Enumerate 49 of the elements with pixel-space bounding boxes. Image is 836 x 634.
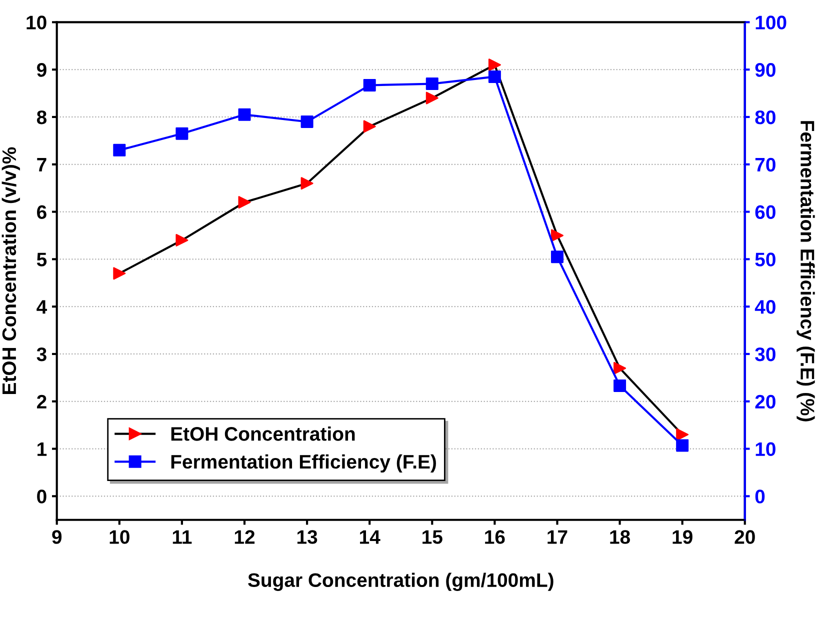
point <box>488 58 501 72</box>
x-tick-label: 13 <box>297 530 318 544</box>
x-tick-label: 14 <box>360 530 380 544</box>
y-tick-label: 6 <box>37 205 46 220</box>
x-tick-label: 10 <box>110 530 130 544</box>
point <box>113 267 126 280</box>
y-tick-label: 9 <box>36 63 46 77</box>
x-tick-label: 15 <box>422 530 442 544</box>
point <box>363 120 376 133</box>
x-tick-label: 12 <box>234 530 255 544</box>
x-tick-label: 20 <box>734 530 755 544</box>
x-tick-label: 11 <box>172 530 192 544</box>
y2-axis-title: Fermentation Efficiency (F.E) (%) <box>796 121 815 422</box>
point <box>550 229 564 242</box>
x-tick-label: 18 <box>610 530 630 544</box>
y2-tick-label: 70 <box>755 158 776 172</box>
y2-tick-label: 50 <box>755 252 776 266</box>
point <box>676 428 689 441</box>
point <box>614 362 626 374</box>
x-tick-label: 16 <box>485 530 505 544</box>
y2-tick-label: 40 <box>754 300 776 314</box>
y2-tick-label: 30 <box>755 347 776 362</box>
y2-tick-label: 90 <box>755 63 776 77</box>
y-tick-label: 0 <box>37 490 46 504</box>
y-tick-label: 5 <box>36 252 47 266</box>
point <box>300 177 314 190</box>
point <box>426 92 438 104</box>
x-axis-title: Sugar Concentration (gm/100mL) <box>248 572 554 591</box>
point <box>176 234 188 246</box>
legend-label: Fermentation Efficiency (F.E) <box>171 454 436 473</box>
y-tick-label: 8 <box>36 110 47 124</box>
y2-tick-label: 0 <box>755 490 765 504</box>
x-tick-label: 9 <box>52 530 62 544</box>
y-axis-title: EtOH Concentration (v/v)% <box>2 147 20 394</box>
y-tick-label: 1 <box>38 442 47 456</box>
legend-label: EtOH Concentration <box>171 426 355 441</box>
y2-tick-label: 60 <box>755 205 776 220</box>
x-tick-label: 19 <box>672 530 692 544</box>
y-tick-label: 3 <box>36 347 46 362</box>
y-tick-label: 2 <box>36 394 46 408</box>
y2-tick-label: 100 <box>756 16 786 30</box>
point <box>238 196 251 209</box>
y2-tick-label: 10 <box>756 442 776 456</box>
y-tick-label: 7 <box>37 158 46 172</box>
y2-tick-label: 20 <box>755 394 776 409</box>
x-tick-label: 17 <box>548 530 568 544</box>
y2-tick-label: 80 <box>755 110 776 124</box>
y-tick-label: 10 <box>26 16 46 30</box>
y-tick-label: 4 <box>36 300 48 314</box>
